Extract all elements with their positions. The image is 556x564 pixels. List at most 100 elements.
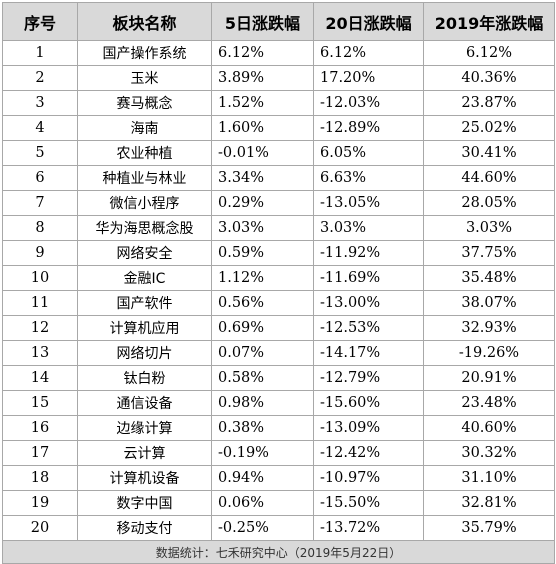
cell-20day-change: -12.42% bbox=[313, 440, 424, 466]
cell-sector-name: 通信设备 bbox=[77, 390, 212, 416]
cell-index: 10 bbox=[2, 265, 78, 291]
cell-20day-change: -13.72% bbox=[313, 515, 424, 541]
table-row: 3 赛马概念 1.52% -12.03% 23.87% bbox=[2, 90, 555, 116]
cell-20day-change: -14.17% bbox=[313, 340, 424, 366]
cell-sector-name: 数字中国 bbox=[77, 490, 212, 516]
cell-20day-change: -13.05% bbox=[313, 190, 424, 216]
cell-2019-change: 37.75% bbox=[423, 240, 555, 266]
cell-sector-name: 华为海思概念股 bbox=[77, 215, 212, 241]
cell-5day-change: 0.07% bbox=[211, 340, 314, 366]
cell-index: 8 bbox=[2, 215, 78, 241]
cell-2019-change: 30.41% bbox=[423, 140, 555, 166]
table-row: 6 种植业与林业 3.34% 6.63% 44.60% bbox=[2, 165, 555, 191]
table-row: 13 网络切片 0.07% -14.17% -19.26% bbox=[2, 340, 555, 366]
header-2019-change: 2019年涨跌幅 bbox=[423, 2, 555, 41]
table-row: 4 海南 1.60% -12.89% 25.02% bbox=[2, 115, 555, 141]
header-index: 序号 bbox=[2, 2, 78, 41]
cell-index: 3 bbox=[2, 90, 78, 116]
cell-2019-change: 35.48% bbox=[423, 265, 555, 291]
cell-5day-change: 1.12% bbox=[211, 265, 314, 291]
table-row: 15 通信设备 0.98% -15.60% 23.48% bbox=[2, 390, 555, 416]
cell-sector-name: 钛白粉 bbox=[77, 365, 212, 391]
cell-2019-change: 35.79% bbox=[423, 515, 555, 541]
cell-20day-change: -10.97% bbox=[313, 465, 424, 491]
cell-index: 19 bbox=[2, 490, 78, 516]
cell-sector-name: 云计算 bbox=[77, 440, 212, 466]
cell-index: 15 bbox=[2, 390, 78, 416]
cell-5day-change: 0.98% bbox=[211, 390, 314, 416]
cell-20day-change: 3.03% bbox=[313, 215, 424, 241]
table-row: 8 华为海思概念股 3.03% 3.03% 3.03% bbox=[2, 215, 555, 241]
table-row: 18 计算机设备 0.94% -10.97% 31.10% bbox=[2, 465, 555, 491]
cell-20day-change: 6.12% bbox=[313, 40, 424, 66]
cell-2019-change: 38.07% bbox=[423, 290, 555, 316]
cell-index: 20 bbox=[2, 515, 78, 541]
cell-5day-change: 1.60% bbox=[211, 115, 314, 141]
cell-sector-name: 国产操作系统 bbox=[77, 40, 212, 66]
header-20day-change: 20日涨跌幅 bbox=[313, 2, 424, 41]
cell-5day-change: 0.06% bbox=[211, 490, 314, 516]
table-row: 5 农业种植 -0.01% 6.05% 30.41% bbox=[2, 140, 555, 166]
cell-5day-change: 0.69% bbox=[211, 315, 314, 341]
cell-5day-change: 0.38% bbox=[211, 415, 314, 441]
cell-20day-change: -12.79% bbox=[313, 365, 424, 391]
cell-5day-change: 0.94% bbox=[211, 465, 314, 491]
cell-20day-change: -12.53% bbox=[313, 315, 424, 341]
cell-index: 4 bbox=[2, 115, 78, 141]
table-row: 20 移动支付 -0.25% -13.72% 35.79% bbox=[2, 515, 555, 541]
cell-sector-name: 计算机设备 bbox=[77, 465, 212, 491]
cell-index: 7 bbox=[2, 190, 78, 216]
cell-5day-change: 0.58% bbox=[211, 365, 314, 391]
table-row: 10 金融IC 1.12% -11.69% 35.48% bbox=[2, 265, 555, 291]
cell-index: 9 bbox=[2, 240, 78, 266]
cell-5day-change: 3.89% bbox=[211, 65, 314, 91]
cell-5day-change: -0.01% bbox=[211, 140, 314, 166]
cell-2019-change: 28.05% bbox=[423, 190, 555, 216]
cell-20day-change: -13.00% bbox=[313, 290, 424, 316]
cell-5day-change: 0.56% bbox=[211, 290, 314, 316]
cell-5day-change: 0.29% bbox=[211, 190, 314, 216]
cell-5day-change: -0.25% bbox=[211, 515, 314, 541]
table-row: 19 数字中国 0.06% -15.50% 32.81% bbox=[2, 490, 555, 516]
table-row: 2 玉米 3.89% 17.20% 40.36% bbox=[2, 65, 555, 91]
cell-2019-change: 32.93% bbox=[423, 315, 555, 341]
cell-20day-change: 6.05% bbox=[313, 140, 424, 166]
cell-2019-change: 23.87% bbox=[423, 90, 555, 116]
cell-2019-change: 32.81% bbox=[423, 490, 555, 516]
cell-index: 12 bbox=[2, 315, 78, 341]
cell-sector-name: 计算机应用 bbox=[77, 315, 212, 341]
cell-2019-change: 31.10% bbox=[423, 465, 555, 491]
cell-5day-change: 0.59% bbox=[211, 240, 314, 266]
cell-index: 6 bbox=[2, 165, 78, 191]
cell-index: 5 bbox=[2, 140, 78, 166]
cell-sector-name: 赛马概念 bbox=[77, 90, 212, 116]
cell-index: 18 bbox=[2, 465, 78, 491]
cell-2019-change: 40.36% bbox=[423, 65, 555, 91]
cell-2019-change: -19.26% bbox=[423, 340, 555, 366]
cell-5day-change: 6.12% bbox=[211, 40, 314, 66]
data-source-note: 数据统计：七禾研究中心（2019年5月22日） bbox=[2, 540, 555, 564]
cell-20day-change: -15.60% bbox=[313, 390, 424, 416]
cell-5day-change: 3.34% bbox=[211, 165, 314, 191]
cell-5day-change: -0.19% bbox=[211, 440, 314, 466]
cell-20day-change: 6.63% bbox=[313, 165, 424, 191]
cell-index: 16 bbox=[2, 415, 78, 441]
cell-index: 17 bbox=[2, 440, 78, 466]
cell-2019-change: 3.03% bbox=[423, 215, 555, 241]
table-header: 序号 板块名称 5日涨跌幅 20日涨跌幅 2019年涨跌幅 bbox=[2, 2, 555, 41]
cell-20day-change: 17.20% bbox=[313, 65, 424, 91]
table-row: 7 微信小程序 0.29% -13.05% 28.05% bbox=[2, 190, 555, 216]
cell-sector-name: 微信小程序 bbox=[77, 190, 212, 216]
table-row: 17 云计算 -0.19% -12.42% 30.32% bbox=[2, 440, 555, 466]
cell-20day-change: -13.09% bbox=[313, 415, 424, 441]
footer-row: 数据统计：七禾研究中心（2019年5月22日） bbox=[2, 540, 555, 564]
table-row: 14 钛白粉 0.58% -12.79% 20.91% bbox=[2, 365, 555, 391]
cell-sector-name: 国产软件 bbox=[77, 290, 212, 316]
cell-2019-change: 25.02% bbox=[423, 115, 555, 141]
cell-2019-change: 44.60% bbox=[423, 165, 555, 191]
cell-20day-change: -15.50% bbox=[313, 490, 424, 516]
cell-sector-name: 金融IC bbox=[77, 265, 212, 291]
cell-20day-change: -11.92% bbox=[313, 240, 424, 266]
cell-2019-change: 30.32% bbox=[423, 440, 555, 466]
